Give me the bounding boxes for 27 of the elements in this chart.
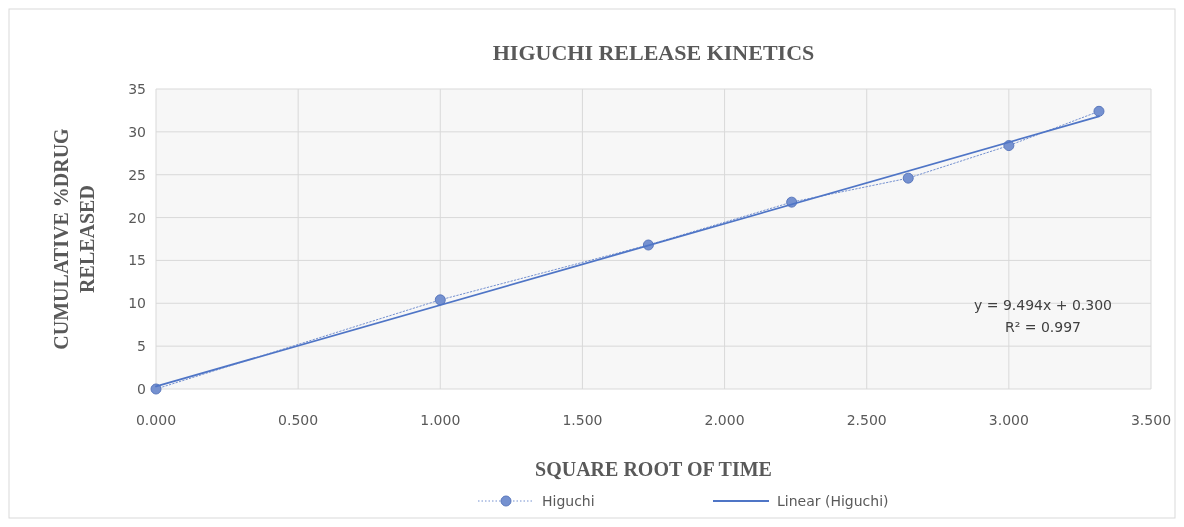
y-axis-title: CUMULATIVE %DRUG RELEASED <box>50 127 98 350</box>
y-tick-label: 5 <box>137 338 146 355</box>
x-tick-label: 0.000 <box>135 412 177 428</box>
chart-title: HIGUCHI RELEASE KINETICS <box>492 40 815 65</box>
point <box>902 172 914 184</box>
x-tick-label: 1.000 <box>420 412 461 428</box>
legend-label: Higuchi <box>542 493 595 509</box>
y-tick-label: 15 <box>128 252 146 269</box>
y-tick-label: 0 <box>137 381 146 397</box>
y-tick-label: 30 <box>128 123 146 140</box>
y-tick-label: 35 <box>128 81 146 97</box>
x-tick-label: 3.500 <box>1130 412 1172 428</box>
x-tick-label: 3.000 <box>988 412 1029 428</box>
annotation: y = 9.494x + 0.300 <box>974 297 1112 313</box>
x-tick-label: 0.500 <box>278 412 319 428</box>
y-tick-label: 20 <box>128 209 146 226</box>
legend-label: Linear (Higuchi) <box>777 493 889 509</box>
y-tick-label: 10 <box>128 295 146 312</box>
x-tick-label: 1.500 <box>562 412 603 428</box>
annotation: R² = 0.997 <box>1004 319 1082 335</box>
point <box>150 383 162 395</box>
point <box>1093 105 1105 117</box>
x-tick-label: 2.000 <box>704 412 745 428</box>
x-tick-label: 2.500 <box>846 412 887 428</box>
y-tick-label: 25 <box>128 166 146 183</box>
x-axis-title: SQUARE ROOT OF TIME <box>535 458 772 480</box>
point <box>434 294 446 306</box>
